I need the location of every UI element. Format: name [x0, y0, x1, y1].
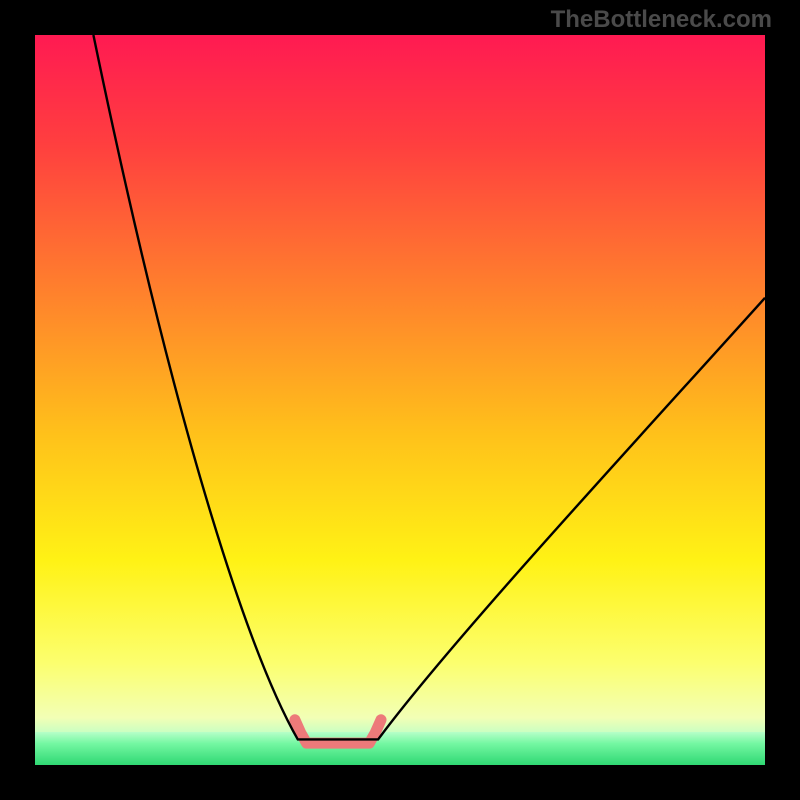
watermark-text: TheBottleneck.com — [551, 6, 772, 34]
v-curve-path — [93, 35, 765, 739]
chart-stage: TheBottleneck.com — [0, 0, 800, 800]
plot-area — [35, 35, 765, 765]
curve-layer — [35, 35, 765, 765]
